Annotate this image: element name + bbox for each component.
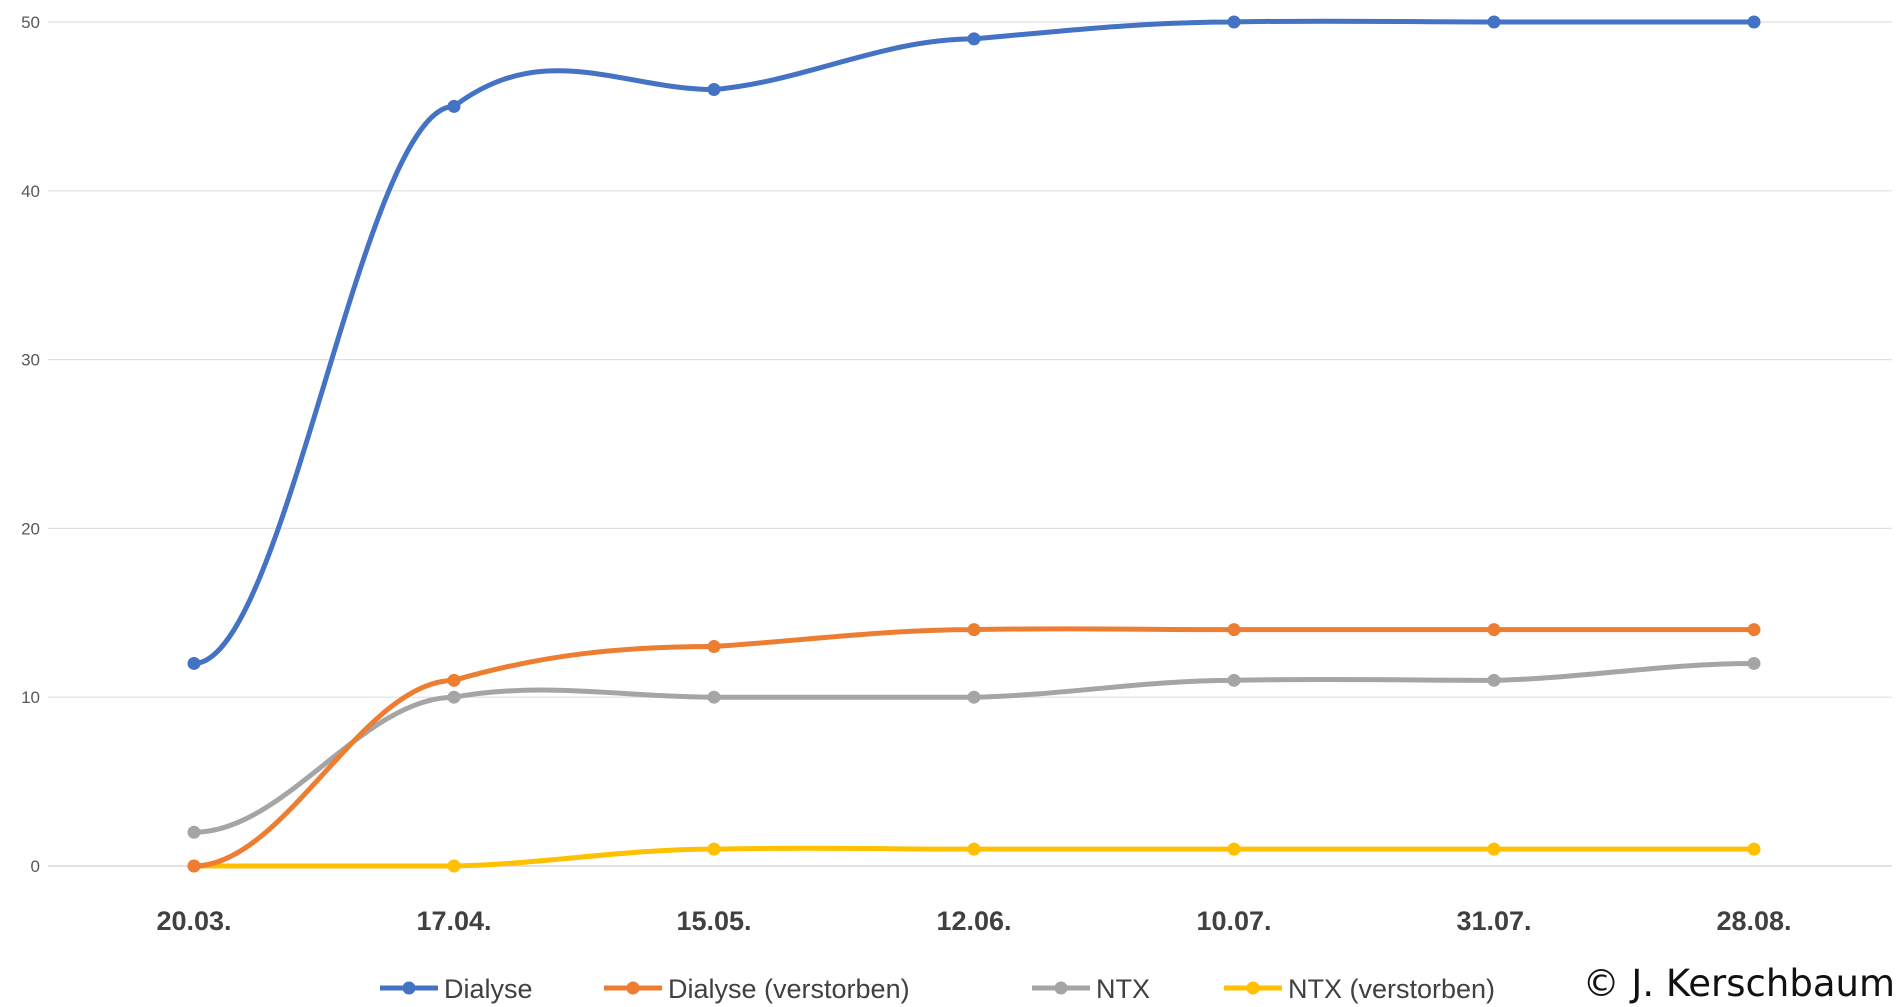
legend-item: NTX: [1032, 974, 1150, 1004]
data-point: [1227, 15, 1241, 29]
data-point: [1487, 623, 1501, 637]
gridlines: [48, 21, 1892, 867]
data-point: [187, 859, 201, 873]
y-tick-label: 20: [21, 519, 40, 538]
series-2: [187, 623, 1761, 873]
data-point: [1227, 673, 1241, 687]
y-tick-label: 30: [21, 351, 40, 370]
series-line: [191, 18, 1757, 666]
data-point: [1487, 842, 1501, 856]
data-point: [1227, 623, 1241, 637]
data-point: [447, 859, 461, 873]
legend-swatch-marker: [402, 981, 416, 995]
legend-label: Dialyse (verstorben): [668, 974, 910, 1004]
data-point: [967, 690, 981, 704]
data-point: [707, 83, 721, 97]
y-axis: 0 10 20 30 40 50: [21, 13, 40, 876]
legend-item: Dialyse: [380, 974, 533, 1004]
x-tick-label: 12.06.: [936, 906, 1011, 936]
legend-label: NTX: [1096, 974, 1150, 1004]
data-point: [967, 842, 981, 856]
y-tick-label: 50: [21, 13, 40, 32]
legend-label: NTX (verstorben): [1288, 974, 1495, 1004]
data-point: [1747, 842, 1761, 856]
data-point: [1747, 623, 1761, 637]
legend: Dialyse Dialyse (verstorben) NTX NTX (verst…: [380, 974, 1495, 1004]
series-lines: [187, 15, 1761, 873]
x-tick-label: 31.07.: [1456, 906, 1531, 936]
data-point: [447, 690, 461, 704]
data-point: [1487, 15, 1501, 29]
x-tick-label: 15.05.: [676, 906, 751, 936]
copyright-text: © J. Kerschbaum: [1583, 962, 1895, 1005]
legend-item: NTX (verstorben): [1224, 974, 1495, 1004]
data-point: [707, 640, 721, 654]
legend-item: Dialyse (verstorben): [604, 974, 910, 1004]
data-point: [1747, 656, 1761, 670]
data-point: [707, 690, 721, 704]
data-point: [187, 656, 201, 670]
x-tick-label: 20.03.: [156, 906, 231, 936]
x-axis: 20.03. 17.04. 15.05. 12.06. 10.07. 31.07. 28.0…: [156, 906, 1791, 936]
x-tick-label: 17.04.: [416, 906, 491, 936]
data-point: [707, 842, 721, 856]
y-tick-label: 0: [31, 857, 40, 876]
data-point: [1487, 673, 1501, 687]
legend-swatch-marker: [1246, 981, 1260, 995]
legend-swatch-marker: [626, 981, 640, 995]
data-point: [447, 99, 461, 113]
series-1: [187, 15, 1761, 670]
y-tick-label: 40: [21, 182, 40, 201]
series-line: [191, 626, 1757, 869]
series-3: [187, 656, 1761, 839]
series-line: [191, 660, 1757, 835]
data-point: [967, 623, 981, 637]
data-point: [1747, 15, 1761, 29]
x-tick-label: 10.07.: [1196, 906, 1271, 936]
series-4: [187, 842, 1761, 873]
data-point: [967, 32, 981, 46]
legend-label: Dialyse: [444, 974, 533, 1004]
data-point: [447, 673, 461, 687]
data-point: [187, 825, 201, 839]
y-tick-label: 10: [21, 688, 40, 707]
x-tick-label: 28.08.: [1716, 906, 1791, 936]
data-point: [1227, 842, 1241, 856]
legend-swatch-marker: [1054, 981, 1068, 995]
